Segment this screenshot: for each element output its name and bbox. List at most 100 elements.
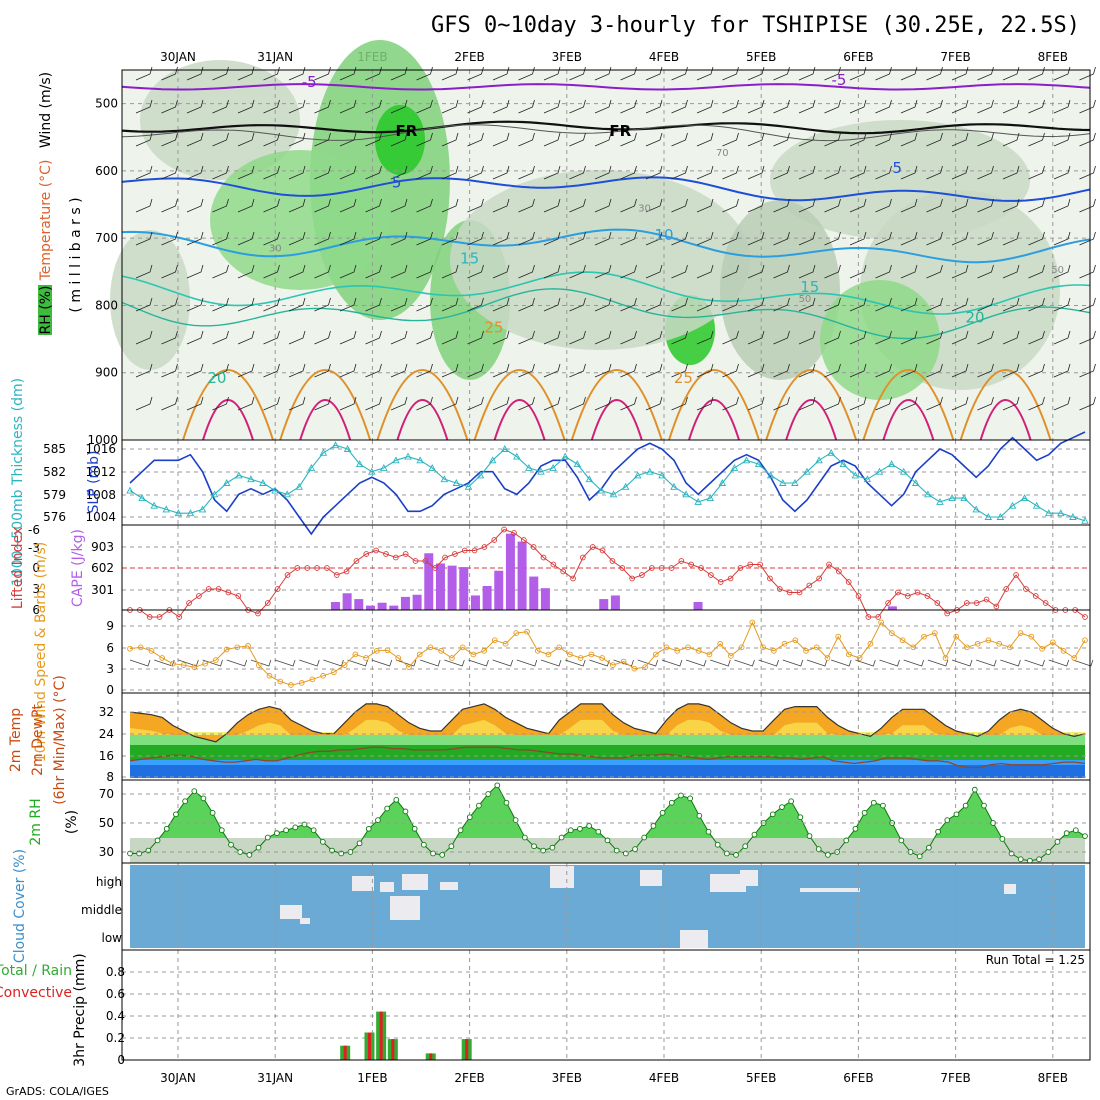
wind-barb (569, 231, 586, 246)
wind10m-series-line-point (245, 643, 251, 649)
wind-barb (263, 66, 280, 81)
rh2m-point (439, 852, 446, 858)
thickness-series-line-point (658, 471, 666, 479)
lifted-index-series-line-point (304, 565, 311, 571)
top-date-label: 6FEB (843, 50, 873, 64)
wind-barb (569, 330, 586, 345)
wind10m-series-line-point (588, 651, 595, 658)
wind-barb (722, 99, 739, 114)
wind-barb (849, 297, 867, 312)
rh2m-point (393, 796, 400, 803)
wind-barb (518, 297, 535, 312)
wind10m-barb (492, 659, 514, 667)
wind-barb (135, 396, 153, 411)
wind-barb (416, 297, 433, 312)
wind-barb (696, 264, 714, 279)
wind-barb (773, 363, 790, 378)
wind-barb (620, 99, 637, 114)
thickness-series-line-point (996, 513, 1005, 520)
cloud-patch (740, 870, 758, 886)
wind-barb (467, 165, 484, 180)
wind-barb (390, 99, 408, 114)
thickness-series-line-point (766, 471, 775, 479)
wind-barb (569, 198, 586, 213)
cape-bar (693, 602, 703, 610)
wind-barb (492, 330, 510, 345)
wind10m-series-line-point (974, 640, 981, 647)
wind10m-series-line-point (1017, 630, 1024, 636)
rh2m-point (319, 838, 326, 845)
wind-barb (722, 363, 739, 378)
lifted-index-series-line-point (747, 561, 754, 568)
thickness-series-line-point (609, 490, 618, 498)
wind-barb (671, 330, 688, 345)
wind10m-series-line-point (835, 633, 842, 640)
wind-barb (747, 297, 765, 312)
wind-barb (441, 330, 459, 345)
wind-barb (900, 363, 918, 378)
wind-barb (416, 132, 433, 147)
wind-barb (1053, 396, 1071, 411)
rh2m-point (659, 809, 666, 816)
wind-barb (671, 264, 688, 279)
thickness-series-line-point (307, 463, 316, 471)
wind-barb (416, 198, 433, 213)
wind-barb (518, 330, 535, 345)
cape-bar (354, 599, 364, 610)
thickness-series-line-point (694, 497, 702, 505)
thickness-series-line-point (706, 494, 715, 502)
wind-barb (1053, 132, 1071, 147)
rh2m-axis-label: 2m RH (28, 798, 44, 845)
wind-barb (339, 396, 357, 411)
wind-barb (1079, 264, 1096, 279)
wind-barb (543, 297, 561, 312)
rh2m-point (237, 849, 244, 855)
rh2m-point (1027, 857, 1033, 864)
thickness-series-line-point (380, 463, 388, 471)
isotherm-label: 20 (207, 369, 226, 387)
rh2m-point (1082, 833, 1088, 839)
wind-barb (339, 132, 357, 147)
wind10m-series-line-point (770, 648, 777, 654)
wind-barb (161, 297, 178, 312)
wind-barb (875, 264, 892, 279)
wind-barb (594, 132, 612, 147)
thickness-series-line-point (924, 490, 932, 498)
thickness-series-line-point (779, 479, 787, 486)
rh2m-tick-label: 30 (99, 845, 114, 859)
thickness-series-line-point (815, 456, 823, 464)
wind-barb (1079, 132, 1096, 147)
lifted-index-tick-label: 6 (32, 603, 40, 617)
lifted-index-series-line-point (343, 568, 350, 575)
wind-barb (926, 297, 943, 312)
cape-tick-label: 602 (91, 561, 114, 575)
wind10m-series-line-point (813, 644, 820, 651)
wind-barb (518, 165, 535, 180)
wind10m-series-line-point (341, 662, 348, 668)
wind-barb (696, 198, 714, 213)
wind-barb (543, 264, 561, 279)
wind-barb (237, 198, 255, 213)
isotherm-line (121, 124, 1091, 142)
wind-barb (1002, 297, 1020, 312)
lifted-index-series-line-point (481, 544, 488, 550)
thickness-series-line-point (984, 513, 993, 520)
wind-barb (977, 231, 994, 246)
rh-shaded-region (110, 230, 190, 370)
wind-barb (900, 99, 918, 114)
wind10m-series-line-point (363, 655, 369, 661)
wind-barb (849, 165, 867, 180)
wind-barb (824, 264, 841, 279)
wind-barb (416, 363, 433, 378)
wind10m-series-line-point (899, 637, 906, 644)
rh2m-point (448, 843, 455, 850)
wind-barb (314, 99, 331, 114)
wind10m-series-line-point (202, 660, 208, 667)
wind-barb (645, 66, 663, 81)
wind10m-series-line-point (749, 619, 756, 626)
wind10m-series-line-point (706, 651, 713, 658)
cape-bar (505, 533, 515, 610)
wind10m-series-line-point (277, 678, 284, 685)
chart-title: GFS 0~10day 3-hourly for TSHIPISE (30.25… (431, 13, 1080, 38)
rh2m-point (375, 817, 381, 823)
